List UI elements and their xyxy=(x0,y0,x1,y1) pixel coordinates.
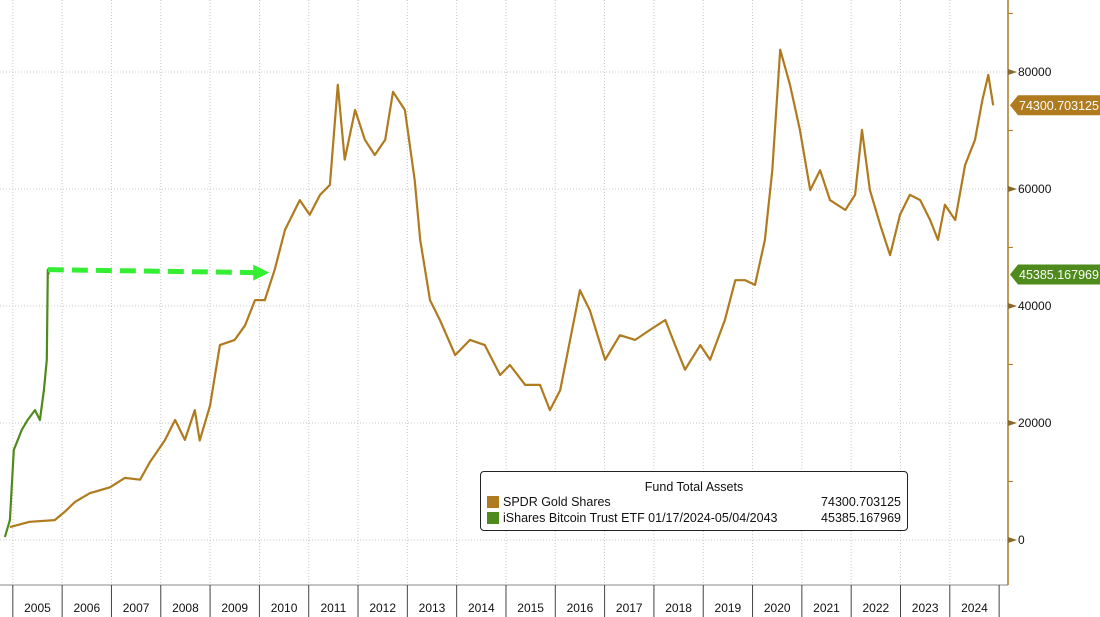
last-value-label: 45385.167969 xyxy=(1019,268,1099,282)
series-lines xyxy=(3,48,995,538)
x-tick-label: 2007 xyxy=(123,601,150,615)
x-tick-label: 2011 xyxy=(320,601,346,615)
x-tick-label: 2014 xyxy=(468,601,495,615)
x-tick-label: 2016 xyxy=(567,601,594,615)
last-value-label: 74300.703125 xyxy=(1019,99,1099,113)
legend-swatch-bitcoin xyxy=(487,512,499,524)
x-tick-label: 2020 xyxy=(764,601,791,615)
x-tick-label: 2017 xyxy=(616,601,643,615)
y-tick-marker xyxy=(1008,68,1017,75)
x-tick-label: 2009 xyxy=(221,601,248,615)
legend-label: iShares Bitcoin Trust ETF 01/17/2024-05/… xyxy=(503,511,778,525)
annotations xyxy=(47,264,270,281)
arrow-head-icon xyxy=(253,264,270,281)
x-tick-label: 2015 xyxy=(517,601,544,615)
y-tick-marker xyxy=(1008,302,1017,309)
x-tick-label: 2021 xyxy=(813,601,840,615)
legend-swatch-gold xyxy=(487,496,499,508)
y-tick-label: 20000 xyxy=(1018,416,1052,430)
y-tick-label: 40000 xyxy=(1018,299,1052,313)
legend: Fund Total Assets SPDR Gold Shares 74300… xyxy=(480,471,908,531)
x-tick-label: 2012 xyxy=(369,601,396,615)
y-axis: 0 20000 40000 60000 80000 xyxy=(1007,0,1052,585)
y-tick-marker xyxy=(1008,536,1017,543)
x-tick-label: 2024 xyxy=(961,601,988,615)
last-value-badge xyxy=(1010,264,1100,285)
x-tick-label: 2010 xyxy=(271,601,298,615)
legend-value: 74300.703125 xyxy=(821,495,901,509)
x-tick-label: 2006 xyxy=(73,601,100,615)
legend-value: 45385.167969 xyxy=(821,511,901,525)
x-tick-label: 2023 xyxy=(912,601,939,615)
x-tick-label: 2005 xyxy=(24,601,51,615)
y-tick-marker xyxy=(1008,419,1017,426)
bitcoin-line xyxy=(3,268,50,538)
legend-item-gold: SPDR Gold Shares 74300.703125 xyxy=(481,494,907,510)
legend-item-bitcoin: iShares Bitcoin Trust ETF 01/17/2024-05/… xyxy=(481,510,907,526)
x-axis: 2005 2006 2007 2008 2009 2010 2011 2012 2013 2014… xyxy=(0,584,1008,617)
gold-line xyxy=(9,48,995,529)
x-tick-label: 2013 xyxy=(419,601,446,615)
y-tick-label: 0 xyxy=(1018,533,1025,547)
dashed-arrow-line xyxy=(47,267,258,276)
y-tick-label: 60000 xyxy=(1018,182,1052,196)
legend-label: SPDR Gold Shares xyxy=(503,495,611,509)
last-value-badges: 74300.703125 45385.167969 xyxy=(1010,95,1100,285)
x-tick-label: 2022 xyxy=(862,601,889,615)
last-value-badge xyxy=(1010,95,1100,116)
y-tick-marker xyxy=(1008,185,1017,192)
x-tick-label: 2008 xyxy=(172,601,199,615)
x-tick-label: 2018 xyxy=(665,601,692,615)
legend-title: Fund Total Assets xyxy=(644,480,744,494)
gridlines xyxy=(0,0,1008,585)
y-tick-label: 80000 xyxy=(1018,65,1052,79)
x-tick-label: 2019 xyxy=(715,601,742,615)
